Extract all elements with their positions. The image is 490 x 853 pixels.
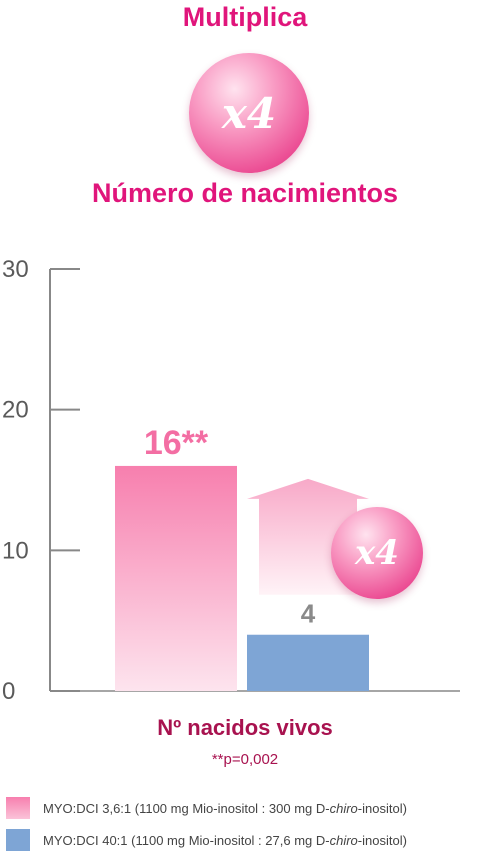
bar-myo-40 xyxy=(247,634,369,691)
bar-value-label: 16** xyxy=(144,424,209,462)
chart-x4-badge-text: x4 xyxy=(355,533,399,573)
bar-chart: 0 10 20 30 16** 4 xyxy=(2,256,460,700)
p-value-note: **p=0,002 xyxy=(211,751,279,768)
x-axis-label: Nº nacidos vivos xyxy=(157,715,333,740)
y-tick-label: 20 xyxy=(2,397,29,424)
x4-badge: x4 xyxy=(189,53,309,173)
y-tick-label: 10 xyxy=(2,537,29,564)
bar-myo-3-6 xyxy=(115,465,237,691)
chart-subtitle: Número de nacimientos xyxy=(91,178,399,208)
chart-x4-badge: x4 xyxy=(331,507,423,599)
headline-multiplica: Multiplica xyxy=(182,2,308,32)
bar-value-label: 4 xyxy=(301,599,316,629)
y-tick-label: 30 xyxy=(2,256,29,283)
y-tick-label: 0 xyxy=(2,678,15,700)
legend-label: MYO:DCI 3,6:1 (1100 mg Mio-inositol : 30… xyxy=(43,800,407,816)
legend-item-myo-40: MYO:DCI 40:1 (1100 mg Mio-inositol : 27,… xyxy=(6,828,407,852)
legend-label: MYO:DCI 40:1 (1100 mg Mio-inositol : 27,… xyxy=(43,832,407,848)
legend-swatch-blue xyxy=(6,829,30,851)
legend-swatch-pink xyxy=(6,797,30,819)
legend-item-myo-3-6: MYO:DCI 3,6:1 (1100 mg Mio-inositol : 30… xyxy=(6,796,407,820)
x4-badge-text: x4 xyxy=(221,88,277,138)
